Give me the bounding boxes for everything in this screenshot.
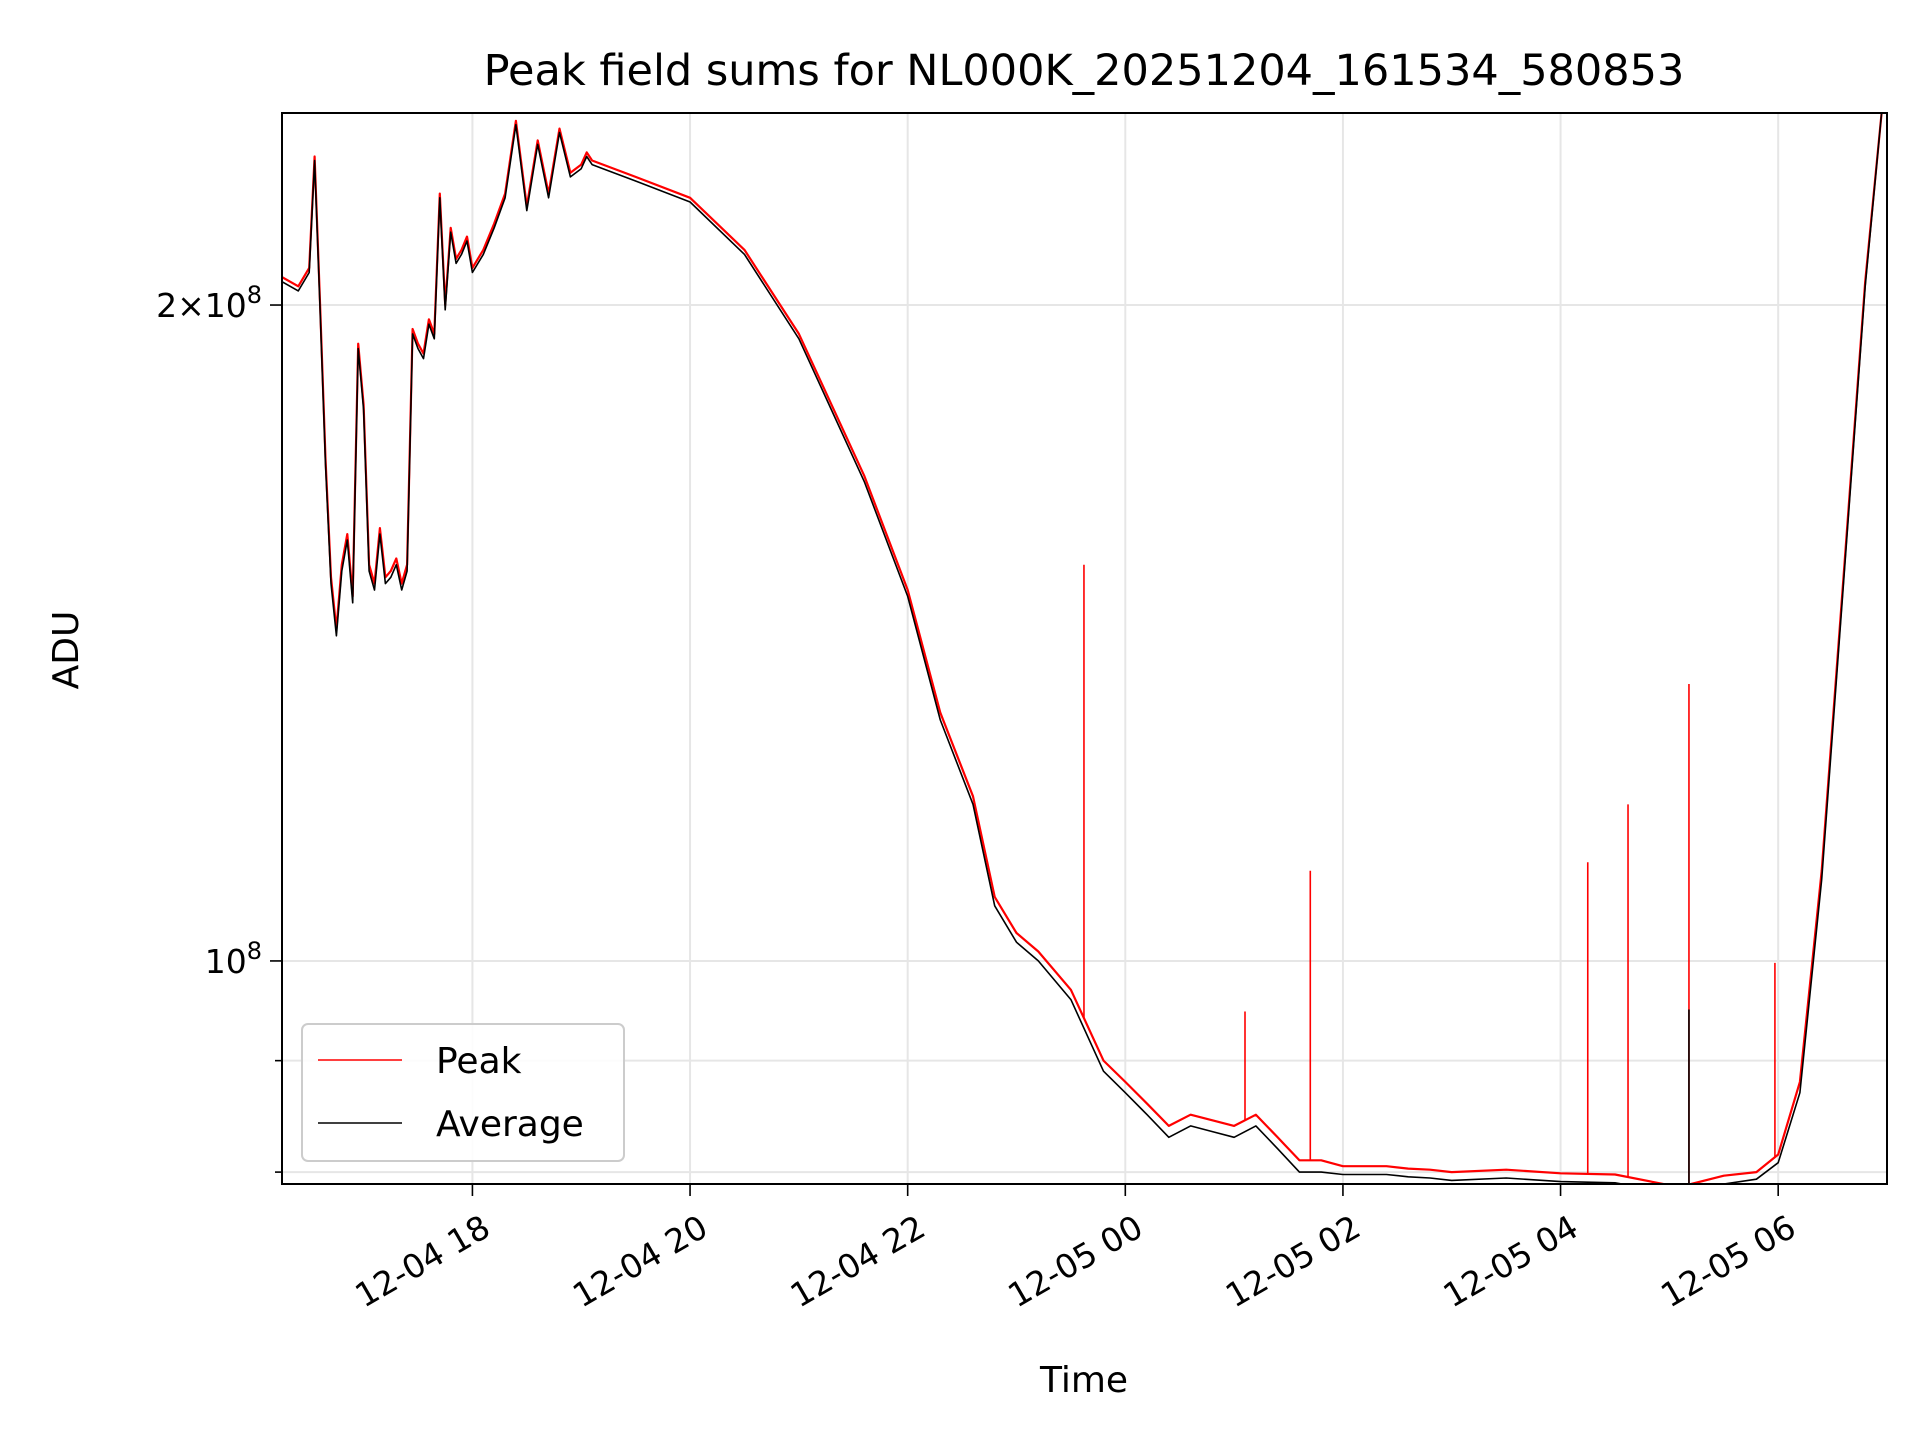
legend-label-peak: Peak [436,1041,522,1082]
series-line-average [282,113,1883,1184]
x-tick-label: 12-04 22 [784,1207,932,1315]
x-tick-label: 12-05 02 [1219,1207,1367,1315]
plot-frame [281,112,1888,1185]
y-axis-label: ADU [46,611,87,690]
x-tick-label: 12-05 00 [1001,1207,1149,1315]
chart-title: Peak field sums for NL000K_20251204_1615… [484,46,1685,96]
x-tick-label: 12-04 20 [566,1207,714,1315]
x-axis-label: Time [1039,1360,1128,1401]
x-tick-label: 12-04 18 [348,1207,496,1315]
legend-box [301,1023,625,1162]
x-tick-label: 12-05 04 [1437,1207,1585,1315]
series-layer [282,113,1883,1184]
legend: Peak Average [301,1023,625,1162]
x-tick-label: 12-05 06 [1654,1207,1802,1315]
y-tick-label: 108 [205,937,262,981]
legend-label-average: Average [436,1104,584,1145]
y-tick-label: 2×108 [156,281,262,325]
